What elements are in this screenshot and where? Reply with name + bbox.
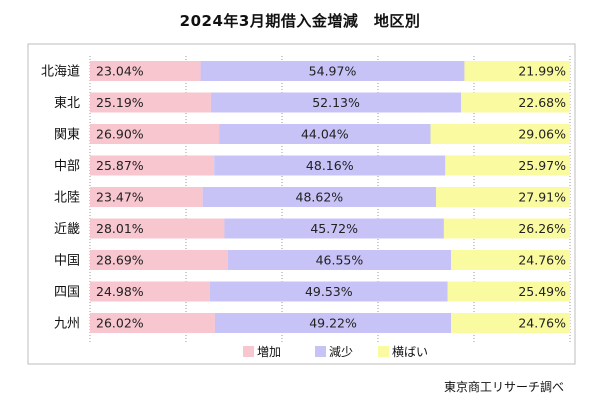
data-label: 48.16% (306, 158, 354, 173)
bar-segment-3-row-6 (443, 218, 570, 239)
data-label: 25.87% (96, 158, 144, 173)
bar-segment-1-row-9 (90, 313, 215, 333)
data-label: 24.76% (518, 316, 566, 331)
data-label: 54.97% (309, 64, 357, 79)
chart-title: 2024年3月期借入金増減 地区別 (179, 12, 421, 30)
legend-swatch (378, 346, 389, 357)
data-label: 25.49% (518, 284, 566, 299)
data-label: 27.91% (518, 190, 566, 205)
category-label: 中部 (54, 159, 80, 174)
category-label: 関東 (54, 127, 80, 143)
bar-segment-1-row-3 (90, 124, 220, 144)
category-label: 北陸 (54, 190, 80, 206)
legend-swatch (243, 346, 254, 357)
bar-segment-1-row-8 (90, 281, 210, 302)
data-label: 28.01% (96, 221, 144, 236)
bar-segment-3-row-3 (430, 124, 570, 144)
category-label: 九州 (54, 317, 80, 332)
bar-segment-2-row-6 (224, 218, 444, 239)
bars (90, 61, 570, 333)
data-label: 26.02% (96, 316, 144, 331)
bar-segment-3-row-2 (461, 92, 570, 113)
data-label: 44.04% (301, 127, 349, 142)
bar-segment-1-row-7 (90, 250, 228, 270)
bar-segment-3-row-8 (447, 281, 570, 302)
data-label: 45.72% (310, 221, 358, 236)
bar-segment-1-row-5 (90, 187, 203, 207)
data-label: 23.04% (96, 64, 144, 79)
legend-label: 減少 (329, 344, 353, 359)
bar-segment-2-row-1 (200, 61, 465, 81)
data-label: 48.62% (296, 190, 344, 205)
bar-segment-3-row-4 (445, 155, 570, 176)
bar-segment-3-row-5 (436, 187, 570, 207)
data-label: 26.26% (518, 221, 566, 236)
data-label: 49.53% (305, 284, 353, 299)
bar-segment-1-row-4 (90, 155, 215, 176)
bar-segment-2-row-4 (214, 155, 446, 176)
data-label: 25.97% (518, 158, 566, 173)
bar-segment-2-row-5 (202, 187, 437, 207)
bar-segment-1-row-2 (90, 92, 211, 113)
bar-segment-3-row-9 (451, 313, 570, 333)
data-label: 28.69% (96, 253, 144, 268)
category-label: 中国 (54, 254, 80, 269)
category-label: 四国 (54, 285, 80, 300)
bar-segment-2-row-2 (210, 92, 462, 113)
source-note: 東京商工リサーチ調べ (443, 380, 564, 394)
data-label: 21.99% (518, 64, 566, 79)
category-label: 東北 (54, 95, 80, 111)
data-label: 23.47% (96, 190, 144, 205)
bar-segment-3-row-1 (464, 61, 570, 81)
category-label: 北海道 (41, 65, 80, 80)
bar-segment-2-row-7 (227, 250, 452, 270)
legend-label: 横ばい (392, 345, 428, 359)
data-label: 49.22% (309, 316, 357, 331)
data-label: 52.13% (312, 95, 360, 110)
bar-segment-1-row-6 (90, 218, 225, 239)
data-label: 29.06% (518, 127, 566, 142)
data-label: 22.68% (518, 95, 566, 110)
legend-swatch (315, 346, 326, 357)
bar-segment-3-row-7 (451, 250, 570, 270)
labels: 北海道 23.04% 54.97% 21.99% 東北 25.19% 52.13% 22.68… (41, 64, 566, 332)
legend: 増加 減少 横ばい (243, 344, 428, 359)
data-label: 26.90% (96, 127, 144, 142)
bar-segment-1-row-1 (90, 61, 201, 81)
legend-label: 増加 (257, 345, 281, 359)
data-label: 24.98% (96, 284, 144, 299)
data-label: 25.19% (96, 95, 144, 110)
plot-frame (27, 43, 576, 365)
data-label: 46.55% (316, 253, 364, 268)
data-label: 24.76% (518, 253, 566, 268)
bar-segment-2-row-9 (214, 313, 452, 333)
bar-segment-2-row-3 (219, 124, 431, 144)
category-label: 近畿 (54, 222, 80, 237)
bar-segment-2-row-8 (209, 281, 448, 302)
